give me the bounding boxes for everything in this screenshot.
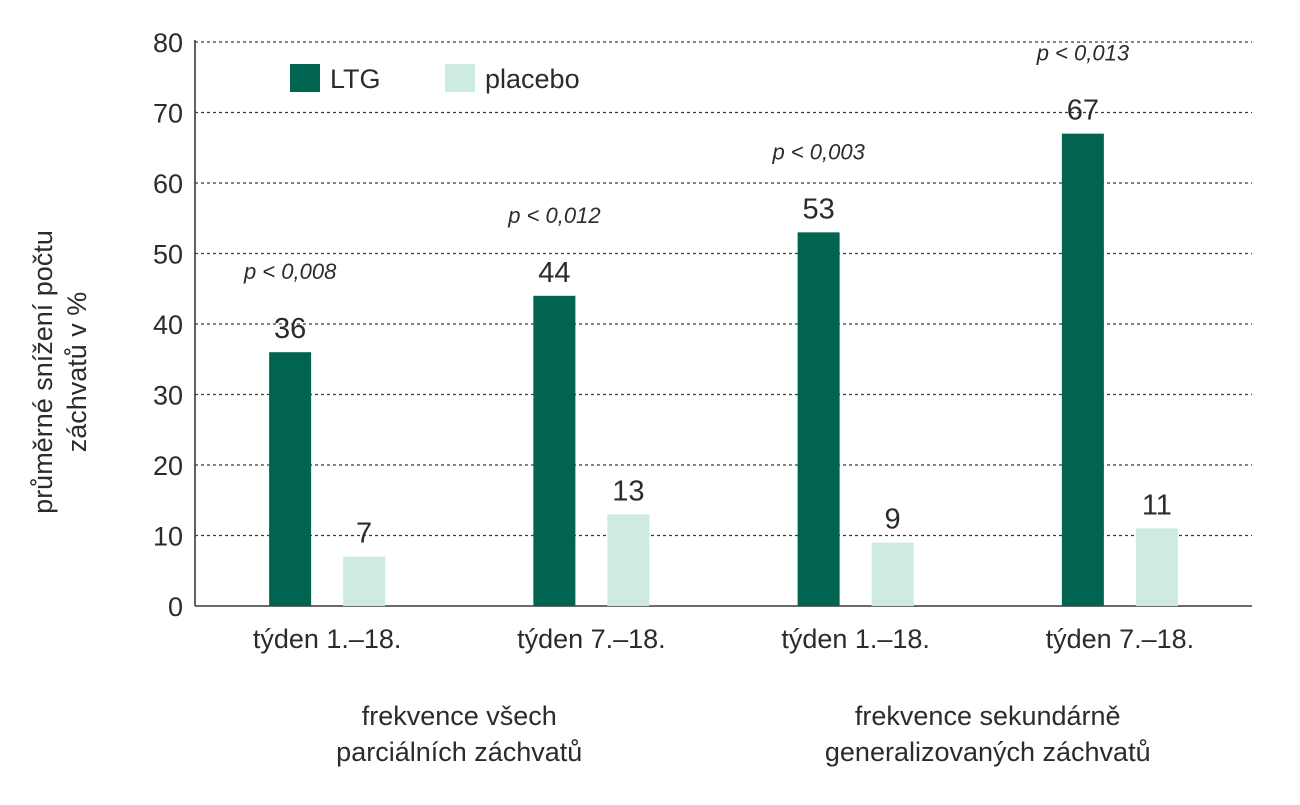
data-label: 53	[802, 193, 834, 225]
data-label: 11	[1142, 489, 1172, 521]
x-tick-label: týden 7.–18.	[517, 624, 666, 654]
bars	[269, 133, 1178, 606]
group-label: generalizovaných záchvatů	[825, 737, 1151, 767]
y-tick-label: 80	[153, 28, 183, 58]
x-tick-label: týden 1.–18.	[781, 624, 930, 654]
y-tick-label: 50	[153, 240, 183, 270]
legend-label-ltg: LTG	[330, 64, 381, 94]
legend-swatch-placebo	[445, 64, 475, 92]
y-axis-label: průměrné snížení počtu záchvatů v %	[28, 230, 92, 514]
gridlines	[195, 41, 1252, 537]
y-tick-label: 0	[168, 592, 183, 622]
data-label: 7	[356, 518, 372, 550]
bar-ltg	[269, 352, 312, 606]
group-label: parciálních záchvatů	[336, 737, 582, 767]
bar-placebo	[607, 514, 650, 606]
bar-ltg	[1061, 133, 1104, 606]
y-axis-label-line: záchvatů v %	[62, 292, 92, 453]
y-tick-label: 30	[153, 381, 183, 411]
legend: LTG placebo	[290, 64, 580, 94]
data-label: 13	[612, 475, 644, 507]
y-axis-label-line: průměrné snížení počtu	[28, 230, 58, 514]
bar-ltg	[797, 232, 840, 606]
data-label: 44	[538, 257, 570, 289]
p-value-annotation: p < 0,003	[771, 139, 865, 164]
y-tick-label: 70	[153, 99, 183, 129]
bar-placebo	[1135, 528, 1178, 606]
y-tick-label: 10	[153, 522, 183, 552]
x-tick-label: týden 1.–18.	[253, 624, 402, 654]
group-label: frekvence sekundárně	[855, 701, 1121, 731]
data-label: 36	[274, 313, 306, 345]
data-label: 67	[1067, 95, 1099, 127]
group-label: frekvence všech	[362, 701, 557, 731]
y-tick-label: 40	[153, 310, 183, 340]
axes: 0 10 20 30 40 50 60 70 80 průměrné snížení počtu z…	[28, 28, 1252, 622]
p-value-annotation: p < 0,008	[243, 259, 337, 284]
legend-swatch-ltg	[290, 64, 320, 92]
bar-placebo	[343, 556, 386, 606]
labels: 36 7 p < 0,008 týden 1.–18. 44 13 p < 0,012 týd…	[243, 41, 1194, 767]
x-tick-label: týden 7.–18.	[1046, 624, 1195, 654]
p-value-annotation: p < 0,013	[1036, 41, 1130, 66]
bar-placebo	[871, 542, 914, 606]
p-value-annotation: p < 0,012	[507, 203, 600, 228]
y-tick-label: 20	[153, 451, 183, 481]
legend-label-placebo: placebo	[485, 64, 580, 94]
bar-ltg	[533, 295, 576, 606]
data-label: 9	[885, 504, 901, 536]
y-tick-label: 60	[153, 169, 183, 199]
